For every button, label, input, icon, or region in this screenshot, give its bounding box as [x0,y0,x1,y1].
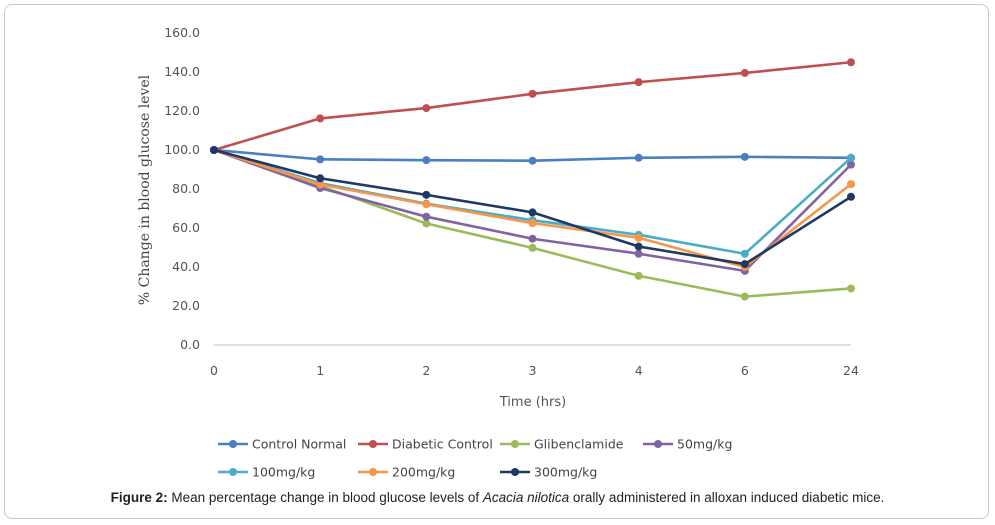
data-point [740,260,749,269]
data-point [422,200,431,209]
y-axis-label: % Change in blood glucose level [137,74,153,305]
data-point [847,180,855,189]
data-point [422,212,431,221]
legend-item: 50mg/kg [643,437,732,452]
data-point [634,271,643,280]
chart-axes: 0.0 20.0 40.0 60.0 80.0 100.0 120.0 140.0 160.0 0… [164,25,859,378]
y-tick-label: 100.0 [164,142,200,157]
x-tick-label: 0 [210,363,218,378]
x-tick-label: 24 [843,363,859,378]
caption-text-after: orally administered in alloxan induced d… [569,490,885,505]
data-point [740,152,749,161]
line-chart: 0.0 20.0 40.0 60.0 80.0 100.0 120.0 140.0 160.0 0… [137,25,859,480]
legend-swatch-marker [511,440,519,448]
y-tick-label: 0.0 [180,337,200,352]
legend-swatch-marker [229,440,237,448]
data-point [847,58,855,67]
legend-swatch-marker [229,468,237,476]
x-tick-label: 4 [635,363,643,378]
legend-item: 100mg/kg [218,465,315,480]
legend-label: 100mg/kg [252,465,315,480]
legend-item: 200mg/kg [358,465,455,480]
y-tick-label: 140.0 [164,64,200,79]
figure-caption: Figure 2: Mean percentage change in bloo… [0,490,995,505]
data-point [847,284,855,293]
data-point [740,249,749,258]
series-line [213,60,852,152]
legend-item: Control Normal [218,437,346,452]
legend-label: 200mg/kg [392,465,455,480]
caption-species: Acacia nilotica [482,490,570,505]
y-tick-label: 20.0 [172,298,200,313]
data-point [634,153,643,162]
data-point [422,190,431,199]
legend-label: 300mg/kg [534,465,597,480]
legend-label: Diabetic Control [392,437,493,452]
series-control-normal [210,146,855,165]
y-tick-label: 80.0 [172,181,200,196]
data-point [316,155,325,164]
data-point [316,180,325,189]
y-tick-label: 60.0 [172,220,200,235]
x-tick-label: 2 [422,363,430,378]
legend-label: 50mg/kg [677,437,732,452]
data-point [422,104,431,113]
legend-swatch-marker [654,440,662,448]
data-point [634,242,643,251]
data-point [528,89,537,98]
data-point [528,243,537,252]
data-point [847,153,855,162]
caption-text-before: Mean percentage change in blood glucose … [167,490,483,505]
data-point [210,146,218,154]
data-point [528,156,537,165]
data-point [740,292,749,301]
chart-legend: Control Normal Diabetic Control Glibenclam… [218,437,732,480]
series-diabetic-control [210,58,855,154]
data-point [316,114,325,123]
legend-swatch-marker [369,440,377,448]
figure-frame [4,4,989,519]
x-tick-label: 3 [529,363,537,378]
legend-item: 300mg/kg [500,465,597,480]
data-point [634,78,643,87]
data-point [634,249,643,258]
x-axis-label: Time (hrs) [499,395,566,410]
data-point [847,160,855,169]
data-point [528,219,537,228]
data-point [847,192,855,201]
series-300mg-kg [210,146,855,269]
data-point [422,219,431,228]
data-point [528,234,537,243]
chart-series [210,58,855,301]
legend-item: Glibenclamide [500,437,624,452]
legend-swatch-marker [511,468,519,476]
legend-item: Diabetic Control [358,437,493,452]
x-tick-label: 6 [741,363,749,378]
data-point [422,156,431,165]
data-point [740,68,749,77]
legend-label: Glibenclamide [534,437,624,452]
x-tick-label: 1 [316,363,324,378]
y-tick-label: 120.0 [164,103,200,118]
legend-label: Control Normal [252,437,346,452]
y-tick-label: 40.0 [172,259,200,274]
data-point [634,233,643,242]
data-point [316,174,325,183]
data-point [528,208,537,217]
y-tick-label: 160.0 [164,25,200,40]
legend-swatch-marker [369,468,377,476]
caption-label: Figure 2: [110,490,168,505]
